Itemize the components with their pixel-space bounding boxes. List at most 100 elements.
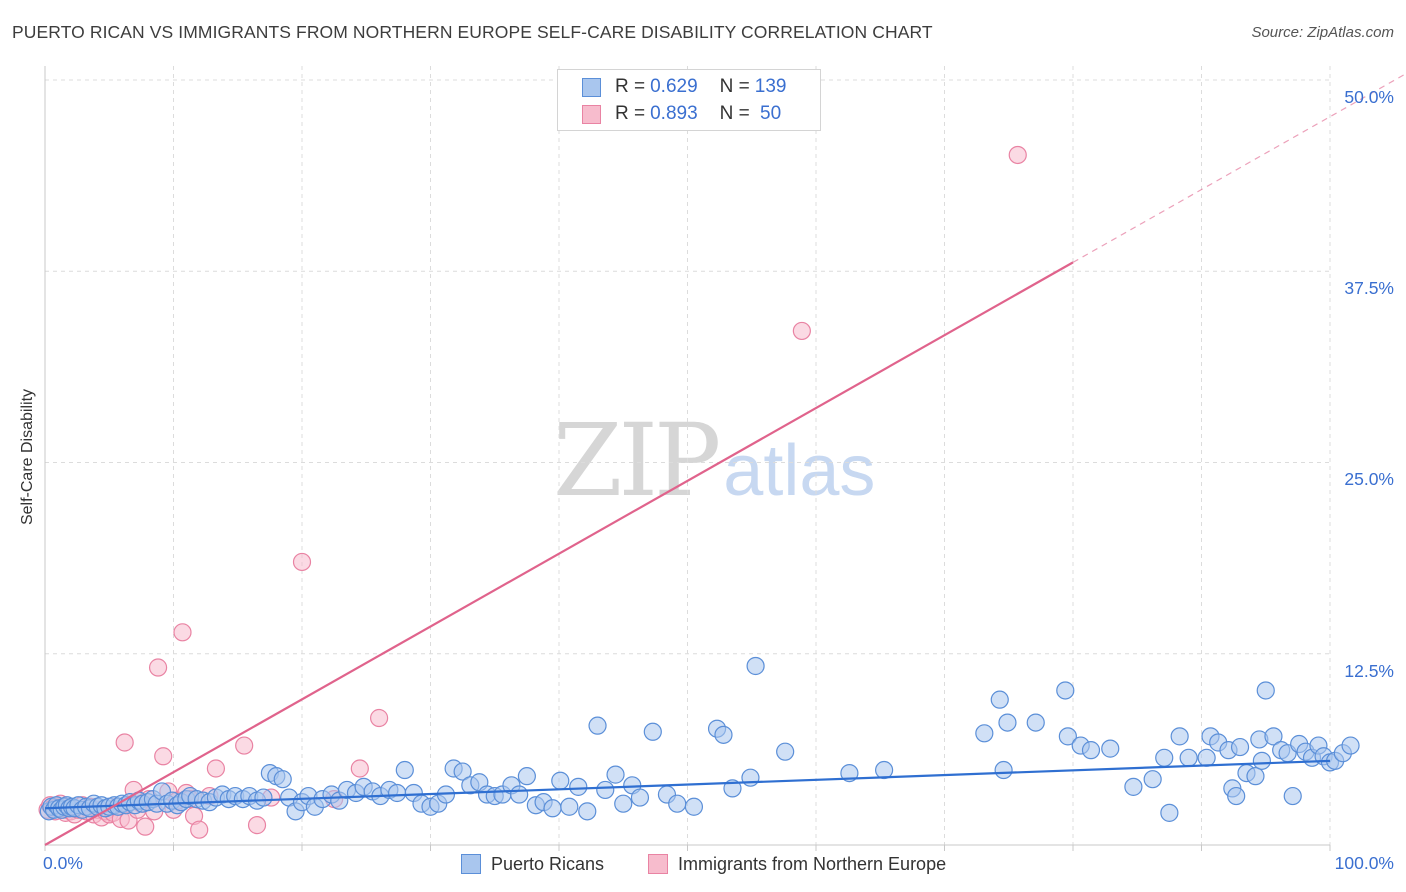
northern-europe-point [173, 623, 192, 642]
legend-r-value: 0.893 [650, 103, 698, 124]
bottom-legend-northern-europe: Immigrants from Northern Europe [648, 852, 946, 876]
puerto-rican-point [1230, 737, 1250, 757]
northern-europe-trend-extension [1072, 72, 1406, 263]
bottom-legend-swatch-pink [648, 854, 668, 874]
legend-n-value: 139 [754, 76, 787, 97]
source-label: Source: ZipAtlas.com [1251, 24, 1394, 41]
chart-title: PUERTO RICAN VS IMMIGRANTS FROM NORTHERN… [12, 22, 933, 42]
puerto-rican-point [1155, 748, 1174, 767]
legend-n-value: 50 [754, 103, 782, 124]
bottom-legend-puerto-ricans: Puerto Ricans [461, 852, 604, 876]
puerto-rican-point [975, 724, 994, 743]
puerto-rican-point [254, 788, 273, 807]
puerto-rican-point [1081, 741, 1101, 760]
puerto-rican-trend-line [44, 759, 1331, 810]
puerto-rican-point [543, 799, 562, 818]
puerto-rican-point [569, 777, 588, 796]
puerto-rican-point [1264, 727, 1283, 746]
stats-legend: R = 0.629 N = 139 R = 0.893 N = 50 [557, 69, 821, 131]
puerto-rican-point [714, 725, 733, 744]
puerto-rican-point [387, 783, 407, 803]
puerto-rican-point [998, 713, 1017, 732]
northern-europe-point [247, 816, 267, 835]
puerto-rican-point [273, 770, 292, 789]
watermark: ZIPatlas [553, 402, 875, 519]
legend-swatch-pink [582, 104, 601, 124]
northern-europe-point [792, 321, 811, 341]
puerto-rican-point [395, 760, 414, 780]
puerto-rican-point [643, 722, 662, 741]
puerto-rican-point [596, 780, 615, 800]
northern-europe-point [292, 552, 312, 572]
grid-layer [44, 66, 1331, 851]
puerto-rican-point [741, 768, 760, 787]
puerto-rican-point [551, 771, 570, 790]
puerto-rican-point [1252, 751, 1271, 770]
puerto-rican-point [1143, 770, 1162, 789]
puerto-rican-point [1341, 736, 1360, 755]
trend-lines-layer [44, 72, 1406, 846]
watermark-atlas: atlas [723, 431, 876, 511]
puerto-rican-point [668, 794, 687, 813]
y-tick-label-50: 50.0% [1344, 87, 1394, 107]
northern-europe-point [136, 817, 155, 836]
bottom-legend-label: Puerto Ricans [491, 853, 605, 874]
legend-swatch-blue [582, 77, 601, 97]
puerto-rican-point [1026, 713, 1045, 732]
puerto-rican-point [776, 742, 795, 761]
puerto-rican-point [1056, 681, 1075, 700]
y-tick-label-37-5: 37.5% [1344, 278, 1394, 298]
bottom-legend-swatch-blue [461, 854, 481, 874]
northern-europe-point [154, 747, 173, 766]
legend-r-value: 0.629 [650, 76, 698, 97]
watermark-zip: ZIP [553, 402, 721, 519]
y-tick-label-25: 25.0% [1344, 469, 1394, 489]
northern-europe-point [1008, 145, 1027, 165]
puerto-rican-point [1101, 739, 1120, 758]
northern-europe-point [350, 759, 369, 778]
bottom-legend-label: Immigrants from Northern Europe [678, 853, 947, 874]
legend-r-label: R = [615, 76, 646, 97]
puerto-rican-point [560, 797, 579, 816]
x-tick-label-max: 100.0% [1334, 853, 1394, 873]
puerto-rican-point [630, 788, 650, 807]
y-axis-title: Self-Care Disability [19, 388, 36, 526]
puerto-rican-point [1179, 748, 1198, 767]
puerto-rican-point [510, 785, 529, 804]
puerto-rican-point [1124, 777, 1143, 796]
puerto-rican-point [517, 767, 536, 786]
puerto-rican-point [578, 802, 597, 821]
blue-points-layer [39, 656, 1360, 822]
puerto-rican-point [994, 760, 1013, 780]
legend-n-label: N = [719, 76, 750, 97]
puerto-rican-point [684, 797, 704, 816]
puerto-rican-point [746, 656, 765, 676]
puerto-rican-point [1227, 786, 1246, 806]
puerto-rican-point [1256, 681, 1275, 700]
legend-row-puerto-ricans: R = 0.629 N = 139 [582, 75, 786, 99]
y-tick-label-12-5: 12.5% [1344, 661, 1394, 681]
northern-europe-trend-line [44, 261, 1074, 846]
puerto-rican-point [1170, 727, 1189, 746]
legend-r-label: R = [615, 103, 646, 124]
puerto-rican-point [614, 794, 633, 813]
legend-n-label: N = [719, 103, 750, 124]
puerto-rican-point [1246, 767, 1265, 786]
northern-europe-point [148, 658, 168, 677]
northern-europe-point [370, 708, 389, 728]
northern-europe-point [115, 733, 134, 752]
puerto-rican-point [1160, 803, 1179, 822]
puerto-rican-point [1197, 748, 1216, 767]
pink-points-layer [38, 145, 1027, 839]
puerto-rican-point [990, 690, 1009, 709]
northern-europe-point [190, 820, 209, 839]
northern-europe-point [235, 736, 254, 755]
legend-row-northern-europe: R = 0.893 N = 50 [582, 102, 781, 126]
puerto-rican-point [453, 762, 472, 781]
northern-europe-point [206, 759, 226, 778]
x-tick-label-min: 0.0% [43, 853, 83, 873]
puerto-rican-point [606, 765, 625, 784]
puerto-rican-point [875, 760, 894, 780]
puerto-rican-point [588, 716, 607, 735]
